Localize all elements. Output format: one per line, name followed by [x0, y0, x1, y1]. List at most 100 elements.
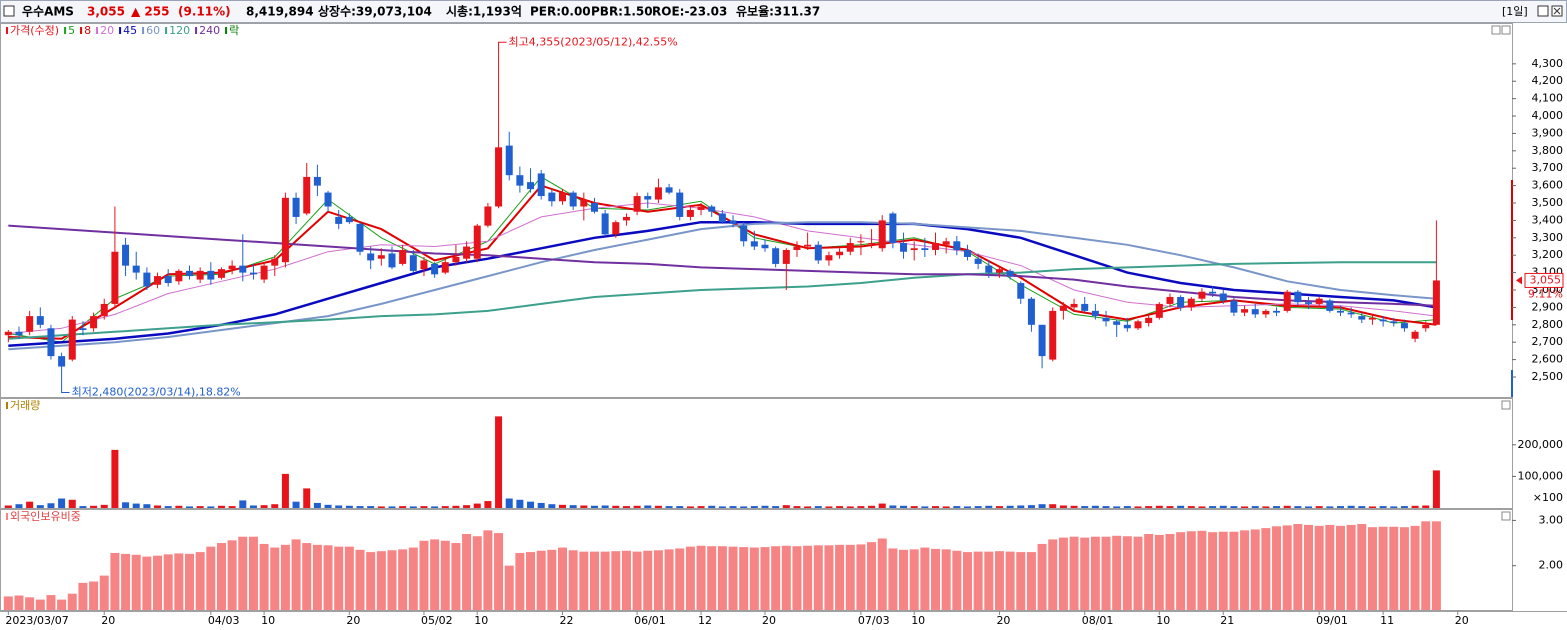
bar [782, 505, 790, 508]
candle-body [729, 220, 737, 224]
y-tick-label: 3,800 [1532, 144, 1564, 157]
legend-label: 60 [146, 24, 160, 37]
x-tick-label: 2023/03/07 [5, 614, 68, 627]
bar [15, 504, 23, 508]
bar [749, 547, 759, 610]
candle-body [1336, 310, 1344, 313]
bar [1090, 536, 1100, 610]
candle-body [686, 209, 694, 217]
panel-button[interactable] [1501, 25, 1511, 35]
bar [1389, 526, 1399, 610]
candle-body [1027, 298, 1035, 325]
bar [1122, 536, 1132, 610]
candle-body [1262, 310, 1270, 315]
candle-body [484, 206, 492, 226]
candle-body [782, 249, 790, 264]
bar [1069, 536, 1079, 610]
candle-body [175, 270, 183, 282]
candle-body [196, 270, 204, 280]
panel-button[interactable] [1501, 400, 1511, 410]
bar [68, 499, 76, 508]
bar [707, 546, 717, 610]
candle-body [303, 176, 311, 214]
bar [122, 502, 130, 508]
checkbox[interactable] [3, 5, 15, 17]
bar [25, 597, 35, 610]
candle-body [1219, 293, 1227, 301]
bar [942, 506, 950, 508]
y-tick-label: 2,700 [1532, 335, 1564, 348]
bar [1145, 506, 1153, 508]
y-tick-label: 4,100 [1532, 92, 1564, 105]
candle-body [79, 328, 87, 331]
candle-body [793, 246, 801, 250]
candle-body [1305, 302, 1313, 304]
bar [164, 506, 172, 508]
bar [26, 501, 34, 508]
candle-body [1379, 319, 1387, 322]
bar [324, 504, 332, 508]
bar [1187, 506, 1195, 508]
window-button[interactable] [1537, 5, 1549, 17]
bar [270, 547, 280, 610]
bar [388, 506, 396, 508]
candle-body [271, 258, 279, 266]
candle-body [335, 216, 343, 224]
candle-body [292, 197, 300, 217]
bar [697, 506, 705, 508]
low-arrow [61, 380, 70, 393]
bar [536, 550, 546, 610]
bar [1293, 524, 1303, 610]
bar [1410, 525, 1420, 610]
legend-swatch [119, 27, 122, 34]
period-button[interactable]: [1일] [1502, 4, 1528, 18]
panel-button[interactable] [1491, 25, 1501, 35]
bar [1367, 527, 1377, 610]
moving-average-line [8, 184, 1437, 340]
candle-body [399, 249, 407, 264]
bar [547, 549, 557, 610]
bar [600, 551, 610, 610]
high-annotation: 최고4,355(2023/05/12),42.55% [509, 35, 678, 48]
bar [196, 506, 204, 508]
bar [1133, 536, 1143, 610]
candle-body [825, 255, 833, 261]
candle-body [1145, 317, 1153, 324]
bar [537, 502, 545, 508]
candle-body [1209, 291, 1217, 294]
pbr: PBR:1.50 [591, 5, 653, 19]
legend-label: 5 [68, 24, 75, 37]
bar [1112, 535, 1122, 610]
bar [760, 547, 770, 610]
moving-average-line [8, 220, 1437, 347]
moving-average-line [8, 261, 1437, 340]
bar [1218, 531, 1228, 610]
bar [728, 546, 738, 610]
bar [1230, 506, 1238, 508]
candle-body [654, 187, 662, 200]
candle-body [431, 263, 439, 275]
bar [1272, 526, 1282, 610]
panel-title: 거래량 [10, 399, 40, 412]
bar [824, 545, 834, 610]
legend-label: 8 [84, 24, 91, 37]
bar [590, 505, 598, 508]
bar [771, 546, 781, 610]
bar [825, 506, 833, 508]
bar [1038, 504, 1046, 508]
y-tick-label: 4,000 [1532, 109, 1564, 122]
candle-body [356, 223, 364, 252]
bar [1262, 506, 1270, 508]
candle-body [58, 356, 66, 367]
candle-body [420, 260, 428, 270]
bar [973, 551, 983, 610]
candle-body [697, 206, 705, 210]
bar [473, 503, 481, 508]
bar [1197, 530, 1207, 610]
bar [399, 506, 407, 508]
candle-body [207, 270, 215, 280]
bar [14, 595, 24, 610]
candle-body [900, 243, 908, 252]
bar [1113, 506, 1121, 508]
panel-button[interactable] [1501, 511, 1511, 521]
